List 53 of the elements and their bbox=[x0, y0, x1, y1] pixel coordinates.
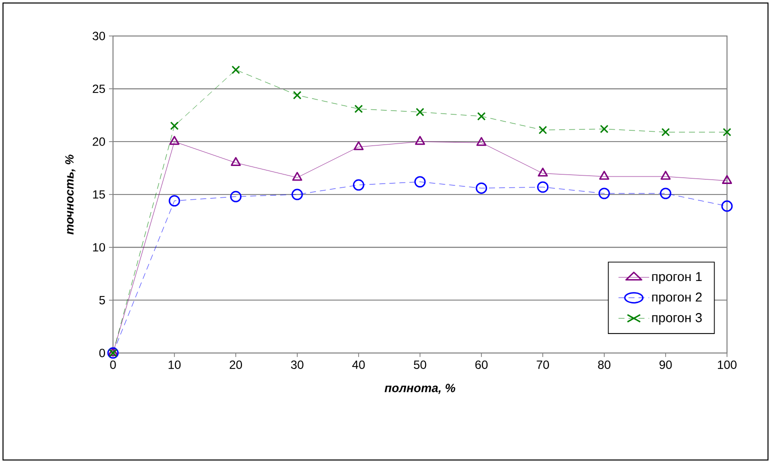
x-tick-label: 80 bbox=[598, 360, 610, 369]
x-tick-label: 30 bbox=[291, 360, 304, 369]
point bbox=[232, 66, 240, 74]
x-tick-label: 10 bbox=[168, 360, 181, 369]
point bbox=[416, 108, 424, 116]
point bbox=[230, 190, 242, 202]
point bbox=[538, 126, 548, 134]
y-tick-label: 0 bbox=[99, 348, 106, 358]
point bbox=[476, 182, 488, 194]
x-tick-label: 40 bbox=[352, 360, 365, 369]
y-tick-label: 10 bbox=[93, 243, 106, 252]
point bbox=[414, 176, 426, 188]
point bbox=[414, 136, 426, 145]
point bbox=[230, 157, 241, 166]
x-tick-label: 100 bbox=[718, 360, 737, 369]
x-tick-label: 90 bbox=[660, 360, 672, 369]
point bbox=[660, 188, 672, 200]
y-tick-label: 20 bbox=[92, 137, 106, 146]
point bbox=[661, 128, 670, 136]
point bbox=[354, 141, 364, 150]
point bbox=[538, 168, 548, 177]
point bbox=[721, 200, 733, 212]
point bbox=[600, 124, 608, 134]
point bbox=[477, 112, 486, 121]
x-tick-label: 20 bbox=[230, 360, 242, 369]
point bbox=[292, 90, 302, 100]
point bbox=[722, 175, 732, 184]
y-tick-label: 25 bbox=[92, 84, 105, 94]
y-tick-label: 30 bbox=[92, 32, 106, 40]
point bbox=[599, 170, 610, 180]
x-tick-label: 0 bbox=[110, 360, 116, 369]
legend-label: прогон 2 bbox=[652, 292, 702, 304]
point bbox=[660, 170, 671, 180]
y-tick-label: 5 bbox=[99, 296, 105, 304]
point bbox=[354, 104, 363, 114]
point bbox=[352, 179, 364, 191]
x-axis-title: полнота, % bbox=[384, 384, 456, 394]
point bbox=[292, 172, 302, 181]
x-tick-label: 60 bbox=[475, 360, 488, 369]
point bbox=[598, 188, 610, 200]
point bbox=[476, 137, 486, 146]
y-axis-title: точность, % bbox=[65, 154, 76, 234]
legend-label: прогон 1 bbox=[652, 272, 702, 284]
point bbox=[722, 128, 732, 136]
y-tick-label: 15 bbox=[93, 190, 105, 199]
legend-label: прогон 3 bbox=[652, 313, 702, 325]
x-tick-label: 70 bbox=[536, 360, 549, 369]
point bbox=[537, 181, 549, 193]
point bbox=[292, 188, 303, 200]
x-tick-label: 50 bbox=[414, 360, 426, 369]
point bbox=[168, 195, 180, 207]
point bbox=[170, 122, 179, 130]
point bbox=[169, 136, 180, 145]
